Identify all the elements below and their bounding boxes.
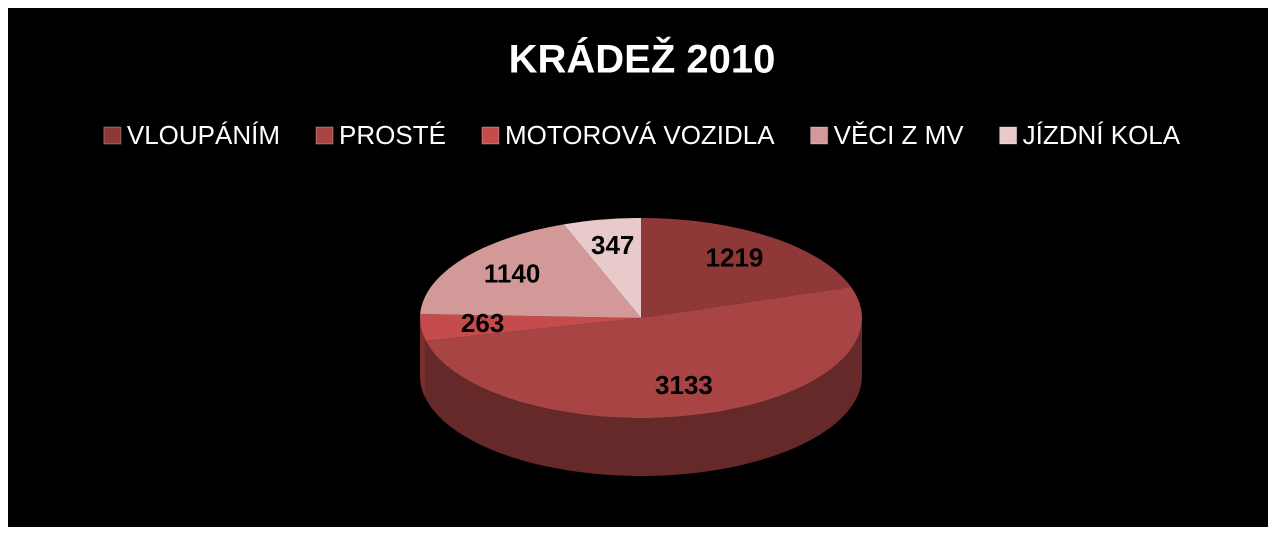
data-label: 347 — [591, 230, 634, 260]
slice — [420, 224, 641, 318]
legend-label: PROSTÉ — [339, 120, 446, 150]
slice — [563, 218, 641, 318]
data-label: 1219 — [706, 243, 764, 273]
data-label: 1140 — [484, 259, 540, 289]
data-label: 263 — [461, 308, 504, 338]
legend-label: VĚCI Z MV — [834, 120, 965, 150]
legend-label: MOTOROVÁ VOZIDLA — [505, 120, 775, 150]
legend-swatch — [481, 126, 500, 145]
slice-side — [425, 318, 862, 476]
data-label: 3133 — [655, 370, 713, 400]
legend-swatch — [810, 126, 829, 145]
slice-side — [420, 318, 426, 399]
slice — [425, 286, 862, 418]
chart-title: KRÁDEŽ 2010 — [509, 36, 776, 82]
legend-swatch — [999, 126, 1018, 145]
slice — [420, 314, 641, 341]
legend-swatch — [103, 126, 122, 145]
legend-swatch — [315, 126, 334, 145]
legend-label: JÍZDNÍ KOLA — [1023, 120, 1181, 150]
legend-label: VLOUPÁNÍM — [127, 120, 280, 150]
slice — [641, 218, 852, 318]
